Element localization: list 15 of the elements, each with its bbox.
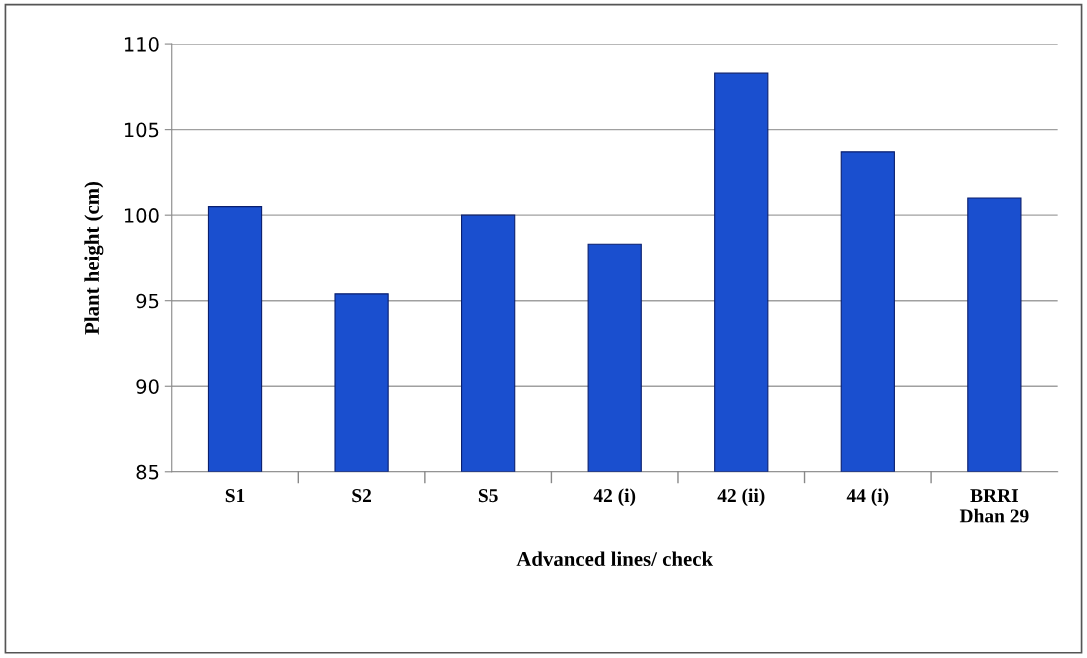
y-tick-label: 100 [124,208,159,223]
x-tick-label: S1 [225,489,245,503]
x-tick-label: 42 (i) [593,488,636,507]
x-axis-title: Advanced lines/ check [516,551,714,567]
x-tick-label: S5 [478,489,498,503]
y-tick-label: 95 [136,293,159,309]
y-axis-title: Plant height (cm) [84,181,104,335]
y-tick-label: 110 [124,37,159,52]
x-tick-label: 42 (ii) [717,488,765,507]
y-tick-label: 90 [136,379,159,394]
x-tick-label: BRRI Dhan 29 [959,489,1029,523]
x-tick-label: S2 [352,489,372,503]
y-tick-label: 105 [124,122,159,138]
y-tick-label: 85 [136,464,159,480]
x-tick-label: 44 (i) [846,488,889,507]
